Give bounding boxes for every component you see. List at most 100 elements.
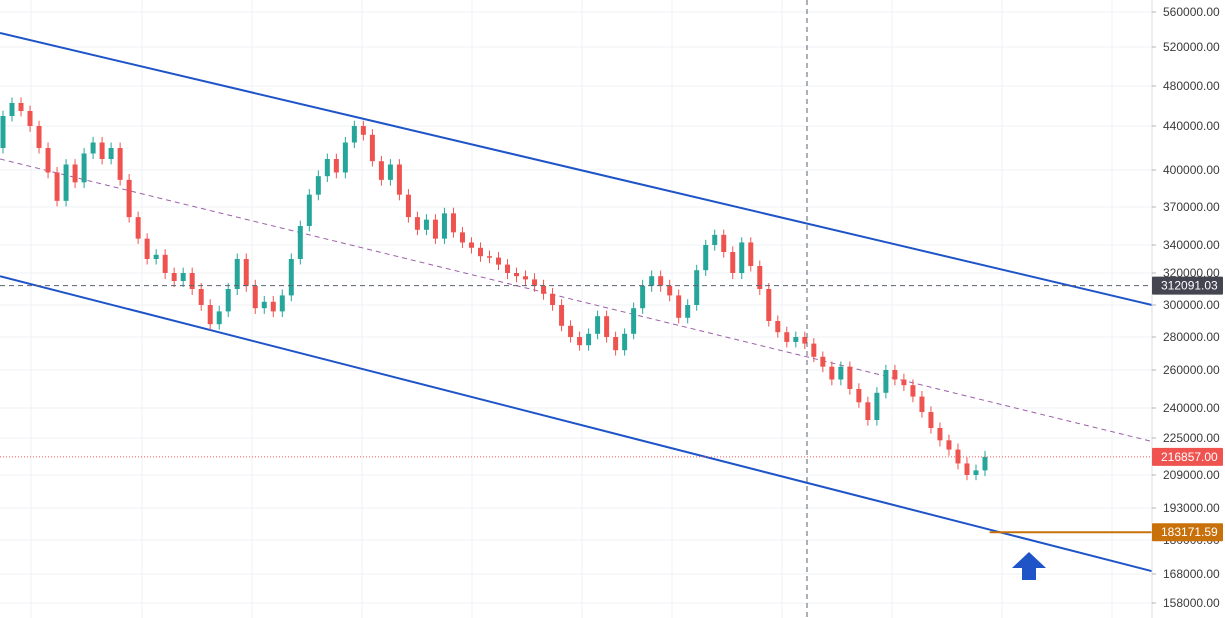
candle [378, 155, 384, 186]
candle [63, 159, 69, 207]
candle-body [9, 103, 15, 116]
candle [396, 159, 402, 201]
candle-body [928, 412, 934, 428]
candle-body [550, 293, 556, 305]
channel-upper-line[interactable] [0, 32, 1153, 306]
candle [450, 207, 456, 238]
candle [297, 220, 303, 265]
candle [667, 279, 673, 302]
candle [577, 331, 583, 351]
candle [649, 270, 655, 292]
candle [892, 364, 898, 386]
candle-body [676, 295, 682, 318]
candle [459, 227, 465, 248]
price-tick-label: 400000.00 [1163, 163, 1220, 177]
candle-body [432, 219, 438, 239]
channel-lower-line[interactable] [0, 275, 1153, 573]
candle [757, 260, 763, 295]
candle [477, 242, 483, 262]
price-axis[interactable]: 560000.00 520000.00 480000.00 440000.00 4000… [1151, 0, 1225, 618]
price-tick-label: 193000.00 [1163, 501, 1220, 515]
candles [0, 97, 988, 481]
candle [81, 148, 87, 189]
candle [45, 142, 51, 179]
candle [180, 267, 186, 288]
candle-body [18, 103, 24, 111]
candle [595, 310, 601, 340]
candle-body [811, 343, 817, 357]
candle [126, 174, 132, 223]
candle-body [405, 194, 411, 218]
candle-body [189, 273, 195, 289]
candle-body [658, 276, 664, 286]
candle [820, 351, 826, 373]
candle [198, 283, 204, 311]
candle-body [72, 164, 78, 183]
candle-body [577, 337, 583, 346]
candle [568, 320, 574, 343]
candle-body [54, 172, 60, 201]
price-tag-box [1152, 523, 1223, 542]
candle [712, 229, 718, 251]
price-tick-label: 209000.00 [1163, 468, 1220, 482]
candle [496, 252, 502, 271]
candle [847, 361, 853, 395]
candle-body [730, 252, 736, 273]
candle-body [324, 159, 330, 177]
candle-body [63, 164, 69, 201]
candle [441, 207, 447, 244]
candle-body [342, 142, 348, 173]
candle-body [883, 370, 889, 393]
candle [928, 406, 934, 434]
price-tag-crosshair: 312091.03 [1152, 276, 1223, 295]
candle-body [721, 234, 727, 252]
candle-body [360, 126, 366, 135]
price-tick-label: 240000.00 [1163, 401, 1220, 415]
candle [505, 259, 511, 280]
candle [793, 331, 799, 348]
candle [54, 166, 60, 207]
candle-body [306, 194, 312, 226]
candle-body [297, 226, 303, 259]
candle-body [414, 217, 420, 230]
candle-body [207, 305, 213, 325]
candle [784, 326, 790, 348]
arrow-up-icon[interactable] [1012, 552, 1046, 580]
candle [486, 250, 492, 264]
candle [171, 267, 177, 288]
price-tick-label: 158000.00 [1163, 596, 1220, 610]
candle [225, 283, 231, 318]
channel-mid-line[interactable] [0, 158, 1153, 442]
candle [676, 289, 682, 324]
candle [270, 296, 276, 318]
candle-body [712, 234, 718, 245]
candle-body [252, 285, 258, 309]
candle [640, 279, 646, 314]
price-tag-target: 183171.59 [1152, 523, 1223, 542]
candle [514, 267, 520, 283]
candle [288, 253, 294, 302]
candle-body [820, 356, 826, 367]
candle-body [198, 289, 204, 305]
candle-body [514, 273, 520, 277]
candle-body [532, 279, 538, 286]
candle [613, 331, 619, 356]
candle [252, 279, 258, 314]
candle [279, 289, 285, 318]
candle-body [892, 370, 898, 380]
candle-body [459, 232, 465, 243]
candle [153, 249, 159, 265]
candle-body [162, 254, 168, 273]
candle-body [766, 289, 772, 321]
candle [865, 396, 871, 426]
price-tick-label: 168000.00 [1163, 567, 1220, 581]
candle-body [279, 295, 285, 312]
candle-body [586, 333, 592, 346]
candle-body [126, 179, 132, 218]
candle-body [523, 276, 529, 280]
candle-body [90, 142, 96, 154]
candle-body [595, 316, 601, 334]
candle [468, 237, 474, 254]
candle [18, 97, 24, 117]
